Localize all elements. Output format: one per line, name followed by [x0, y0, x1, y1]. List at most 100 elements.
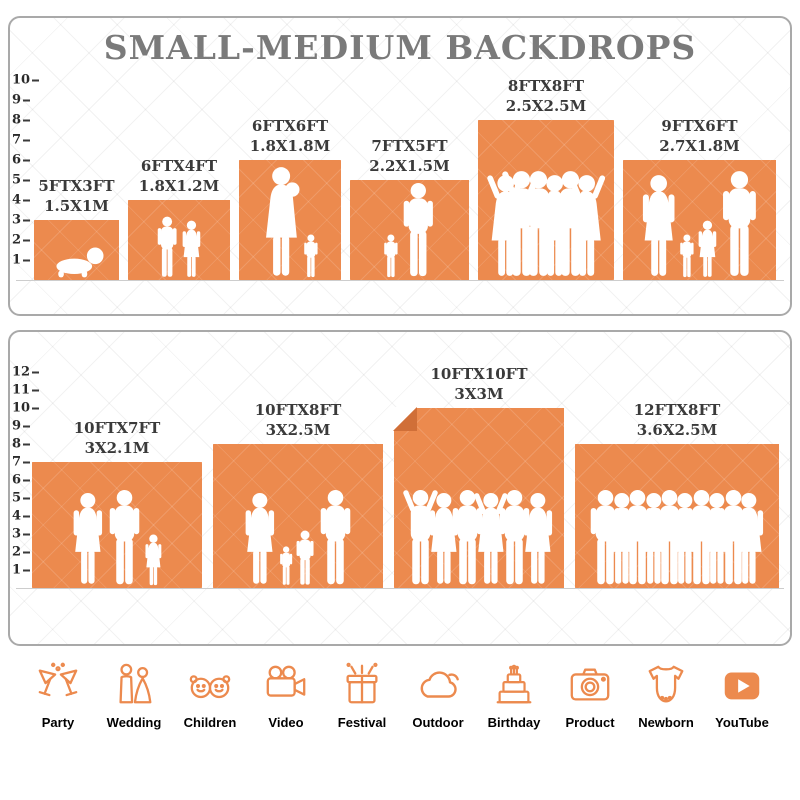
ruler-mark: 5 [12, 172, 31, 188]
ruler-tick [23, 179, 31, 181]
category-outdoor: Outdoor [404, 662, 472, 730]
backdrop-12ftx8ft: 12FTX8FT 3.6X2.5M [575, 401, 779, 588]
ruler-tick [32, 79, 40, 81]
silhouette-group [32, 489, 202, 586]
category-label: Children [183, 715, 237, 730]
ruler-mark: 10 [12, 72, 40, 88]
ruler-mark: 2 [12, 232, 31, 248]
backdrop-size-label: 10FTX10FT 3X3M [430, 365, 527, 404]
category-video: Video [252, 662, 320, 730]
silhouette-mother-with-child [265, 167, 300, 276]
silhouette-toddler [680, 234, 694, 278]
category-label: Newborn [638, 715, 694, 730]
silhouette-adult-male [499, 489, 530, 585]
ruler-number: 10 [12, 72, 31, 88]
backdrop-size-m: 3X2.1M [84, 438, 150, 457]
category-label: Outdoor [412, 715, 464, 730]
backdrop-rectangle [350, 180, 469, 280]
ruler-number: 6 [12, 152, 22, 168]
backdrop-size-m: 1.5X1M [44, 196, 109, 215]
backdrop-rectangle [623, 160, 776, 280]
ruler-number: 2 [12, 544, 22, 560]
ruler-mark: 8 [12, 114, 31, 127]
category-festival: Festival [328, 662, 396, 730]
backdrop-baseline [16, 280, 784, 281]
ruler-number: 3 [12, 526, 22, 542]
category-children: Children [176, 662, 244, 730]
backdrop-size-ft: 6FTX6FT [251, 117, 329, 135]
backdrop-size-ft: 10FTX8FT [254, 401, 342, 419]
ruler-number: 5 [12, 490, 22, 506]
ruler-tick [23, 443, 31, 445]
backdrop-size-label: 6FTX6FT 1.8X1.8M [250, 117, 330, 156]
silhouette-adult-female-arms-up [567, 175, 605, 276]
ruler-mark: 2 [12, 544, 31, 560]
ruler-mark: 1 [12, 562, 31, 578]
ruler-number: 7 [12, 132, 22, 148]
ruler-number: 1 [12, 562, 22, 578]
ruler-tick [23, 139, 31, 141]
backdrop-size-ft: 10FTX7FT [73, 419, 161, 437]
children-icon [189, 675, 231, 699]
ruler-number: 5 [12, 172, 22, 188]
top-size-panel: SMALL-MEDIUM BACKDROPS 10 9 8 7 6 5 4 3 2 1 5FTX3F… [8, 16, 792, 316]
backdrop-10ftx8ft: 10FTX8FT 3X2.5M [213, 401, 383, 588]
silhouette-adult-male [686, 489, 717, 585]
ruler-number: 2 [12, 232, 22, 248]
silhouette-adult-female [734, 493, 764, 585]
ruler-number: 8 [12, 436, 22, 452]
silhouette-girl [182, 220, 200, 277]
ruler-tick [23, 199, 31, 201]
ruler-mark: 7 [12, 456, 31, 469]
ruler-number: 1 [12, 252, 22, 268]
backdrop-rectangle [32, 462, 202, 588]
silhouette-adult-female [639, 493, 668, 585]
silhouette-group [213, 489, 383, 586]
ruler-tick [23, 551, 31, 553]
ruler-mark: 4 [12, 194, 31, 207]
ruler-mark: 12 [12, 366, 40, 379]
backdrop-size-label: 10FTX8FT 3X2.5M [255, 401, 342, 440]
silhouette-adult-male-arms-up [403, 489, 438, 585]
category-party: Party [24, 662, 92, 730]
backdrop-rectangle [213, 444, 383, 588]
cocktail-icon [38, 662, 78, 697]
video-camera-icon [266, 665, 306, 697]
silhouette-group [350, 182, 469, 278]
cloud-icon [420, 671, 459, 698]
backdrop-size-label: 12FTX8FT 3.6X2.5M [634, 401, 721, 440]
ruler-mark: 6 [12, 152, 31, 168]
silhouette-group [239, 166, 341, 278]
ruler-tick [23, 239, 31, 241]
category-row: Party Wedding Children Video Festival Outdoor… [0, 662, 800, 730]
silhouette-group [575, 489, 779, 586]
ruler-tick [23, 533, 31, 535]
backdrop-size-ft: 9FTX6FT [661, 117, 738, 135]
ruler-mark: 9 [12, 418, 31, 434]
ruler-tick [23, 425, 31, 427]
backdrop-5ftx3ft: 5FTX3FT 1.5X1M [34, 177, 119, 280]
ruler-tick [23, 259, 31, 261]
backdrop-size-ft: 6FTX4FT [140, 157, 218, 175]
ruler-mark: 8 [12, 436, 31, 452]
ruler-number: 9 [12, 92, 22, 108]
page-title: SMALL-MEDIUM BACKDROPS [103, 28, 697, 67]
silhouette-toddler [384, 234, 398, 278]
ruler-mark: 3 [12, 526, 31, 542]
backdrop-size-label: 5FTX3FT 1.5X1M [38, 177, 114, 216]
silhouette-toddler [304, 234, 318, 278]
ruler-tick [23, 219, 31, 221]
backdrop-6ftx4ft: 6FTX4FT 1.8X1.2M [128, 157, 230, 280]
backdrop-size-label: 9FTX6FT 2.7X1.8M [659, 117, 739, 156]
ruler-number: 3 [12, 212, 22, 228]
silhouette-adult-female [246, 493, 275, 585]
category-youtube: YouTube [708, 662, 776, 730]
silhouette-crawling-baby [56, 247, 104, 278]
backdrop-size-ft: 5FTX3FT [38, 177, 115, 195]
silhouette-group [34, 246, 119, 278]
ruler-mark: 11 [12, 384, 40, 397]
ruler-number: 9 [12, 418, 22, 434]
backdrop-size-m: 3X3M [454, 384, 504, 403]
silhouette-adult-male [109, 489, 140, 585]
backdrop-size-m: 1.8X1.2M [138, 176, 220, 195]
